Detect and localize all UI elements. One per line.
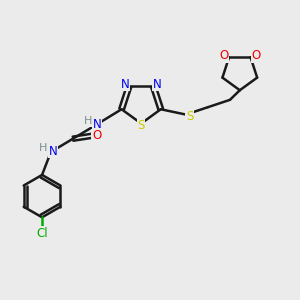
Text: N: N — [93, 118, 102, 131]
Text: Cl: Cl — [36, 227, 48, 240]
Text: O: O — [92, 129, 101, 142]
Text: H: H — [39, 142, 48, 152]
Text: O: O — [251, 49, 260, 62]
Text: N: N — [49, 145, 58, 158]
Text: N: N — [121, 78, 130, 91]
Text: O: O — [219, 49, 228, 62]
Text: S: S — [137, 119, 145, 132]
Text: S: S — [186, 110, 193, 123]
Text: N: N — [152, 78, 161, 91]
Text: H: H — [83, 116, 92, 126]
